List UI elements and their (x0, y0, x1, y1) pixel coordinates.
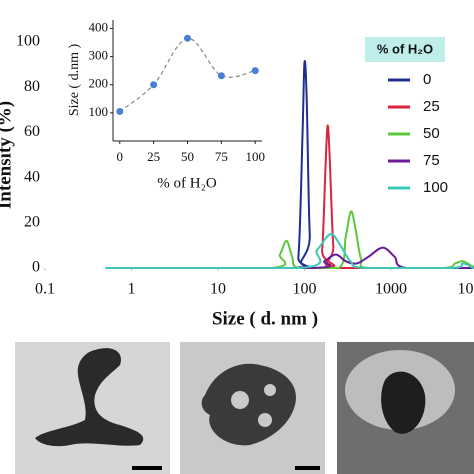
tem-images (15, 342, 474, 474)
legend-label: 0 (423, 71, 431, 88)
inset-point (116, 107, 124, 115)
inset-point (217, 72, 225, 80)
inset-y-tick-label: 400 (89, 19, 109, 34)
legend-label: 50 (423, 125, 440, 142)
x-tick-label: 0.1 (35, 281, 55, 298)
inset-x-tick-label: 75 (215, 149, 228, 164)
x-tick-label: 10 (210, 281, 226, 298)
tem-hole (264, 384, 276, 396)
inset-x-tick-label: 25 (147, 149, 160, 164)
y-tick-label: 100 (16, 33, 40, 50)
series-line (105, 233, 474, 270)
x-tick-label: 1 (128, 281, 136, 298)
series-line (105, 60, 474, 270)
scale-bar (132, 466, 162, 470)
x-axis-label: Size ( d. nm ) (212, 308, 318, 329)
y-tick-label: 40 (24, 168, 40, 185)
inset-y-tick-label: 200 (89, 76, 109, 91)
legend-title: % of H₂O (377, 41, 433, 56)
inset-x-tick-label: 0 (117, 149, 124, 164)
legend-label: 25 (423, 98, 440, 115)
inset-line (119, 37, 256, 112)
series-line (105, 210, 474, 270)
y-tick-label: 80 (24, 78, 40, 95)
legend-label: 100 (423, 179, 448, 196)
inset-y-tick-label: 300 (89, 48, 109, 63)
tem-particle (201, 363, 296, 446)
legend-label: 75 (423, 152, 440, 169)
y-tick-label: 60 (24, 123, 40, 140)
inset-x-tick-label: 100 (245, 149, 265, 164)
inset-x-label: % of H₂O (157, 175, 217, 191)
x-tick-label: 10000 (458, 281, 474, 298)
x-tick-label: 1000 (375, 281, 407, 298)
y-tick-label: 0 (32, 259, 40, 276)
tem-hole (231, 391, 249, 409)
inset-y-label: Size ( d.nm ) (67, 44, 82, 117)
x-tick-label: 100 (293, 281, 317, 298)
y-axis-label: Intensity (%) (0, 101, 15, 209)
inset-point (184, 34, 191, 42)
inset-point (150, 81, 158, 89)
tem-particle (381, 371, 426, 434)
inset-x-tick-label: 50 (181, 149, 194, 164)
y-tick-label: 20 (24, 213, 40, 230)
scale-bar (295, 466, 320, 470)
tem-particle (35, 348, 144, 447)
tem-hole (258, 413, 272, 427)
inset-point (251, 67, 259, 75)
inset-y-tick-label: 100 (89, 104, 109, 119)
legend-title-box (365, 37, 445, 62)
